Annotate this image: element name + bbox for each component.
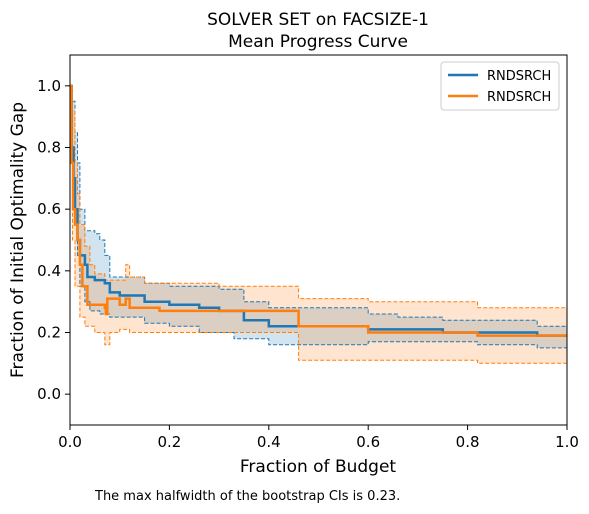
x-axis: 0.0 0.2 0.4 0.6 0.8 1.0 <box>58 425 579 451</box>
x-tick-label: 1.0 <box>555 433 579 451</box>
ci-lower-line-series-1 <box>70 85 567 349</box>
y-tick-label: 0.6 <box>37 200 61 218</box>
x-tick-label: 0.4 <box>257 433 281 451</box>
axes-frame <box>69 54 568 426</box>
ci-band-series-1 <box>70 85 567 348</box>
y-tick-label: 0.4 <box>37 262 61 280</box>
x-tick-label: 0.2 <box>157 433 181 451</box>
footnote: The max halfwidth of the bootstrap CIs i… <box>95 489 401 504</box>
chart-title-line2: Mean Progress Curve <box>228 32 408 52</box>
ci-upper-line-series-2 <box>70 85 567 309</box>
x-tick-label: 0.6 <box>356 433 380 451</box>
plot-area <box>70 84 567 364</box>
x-axis-label: Fraction of Budget <box>240 457 397 477</box>
y-tick-label: 1.0 <box>37 77 61 95</box>
legend-label-series-1: RNDSRCH <box>487 69 551 84</box>
y-tick-label: 0.2 <box>37 324 61 342</box>
y-tick-label: 0.0 <box>37 385 61 403</box>
ci-lower-line-series-2 <box>70 100 567 364</box>
x-tick-label: 0.0 <box>58 433 82 451</box>
y-axis: 0.0 0.2 0.4 0.6 0.8 1.0 <box>37 77 70 403</box>
legend-label-series-2: RNDSRCH <box>487 90 551 105</box>
ci-band-series-2 <box>70 85 567 364</box>
legend: RNDSRCH RNDSRCH <box>440 61 560 111</box>
y-axis-label: Fraction of Initial Optimality Gap <box>8 102 28 378</box>
x-tick-label: 0.8 <box>456 433 480 451</box>
y-tick-label: 0.8 <box>37 139 61 157</box>
mean-line-series-2 <box>70 84 567 337</box>
chart-title-line1: SOLVER SET on FACSIZE-1 <box>207 10 429 30</box>
